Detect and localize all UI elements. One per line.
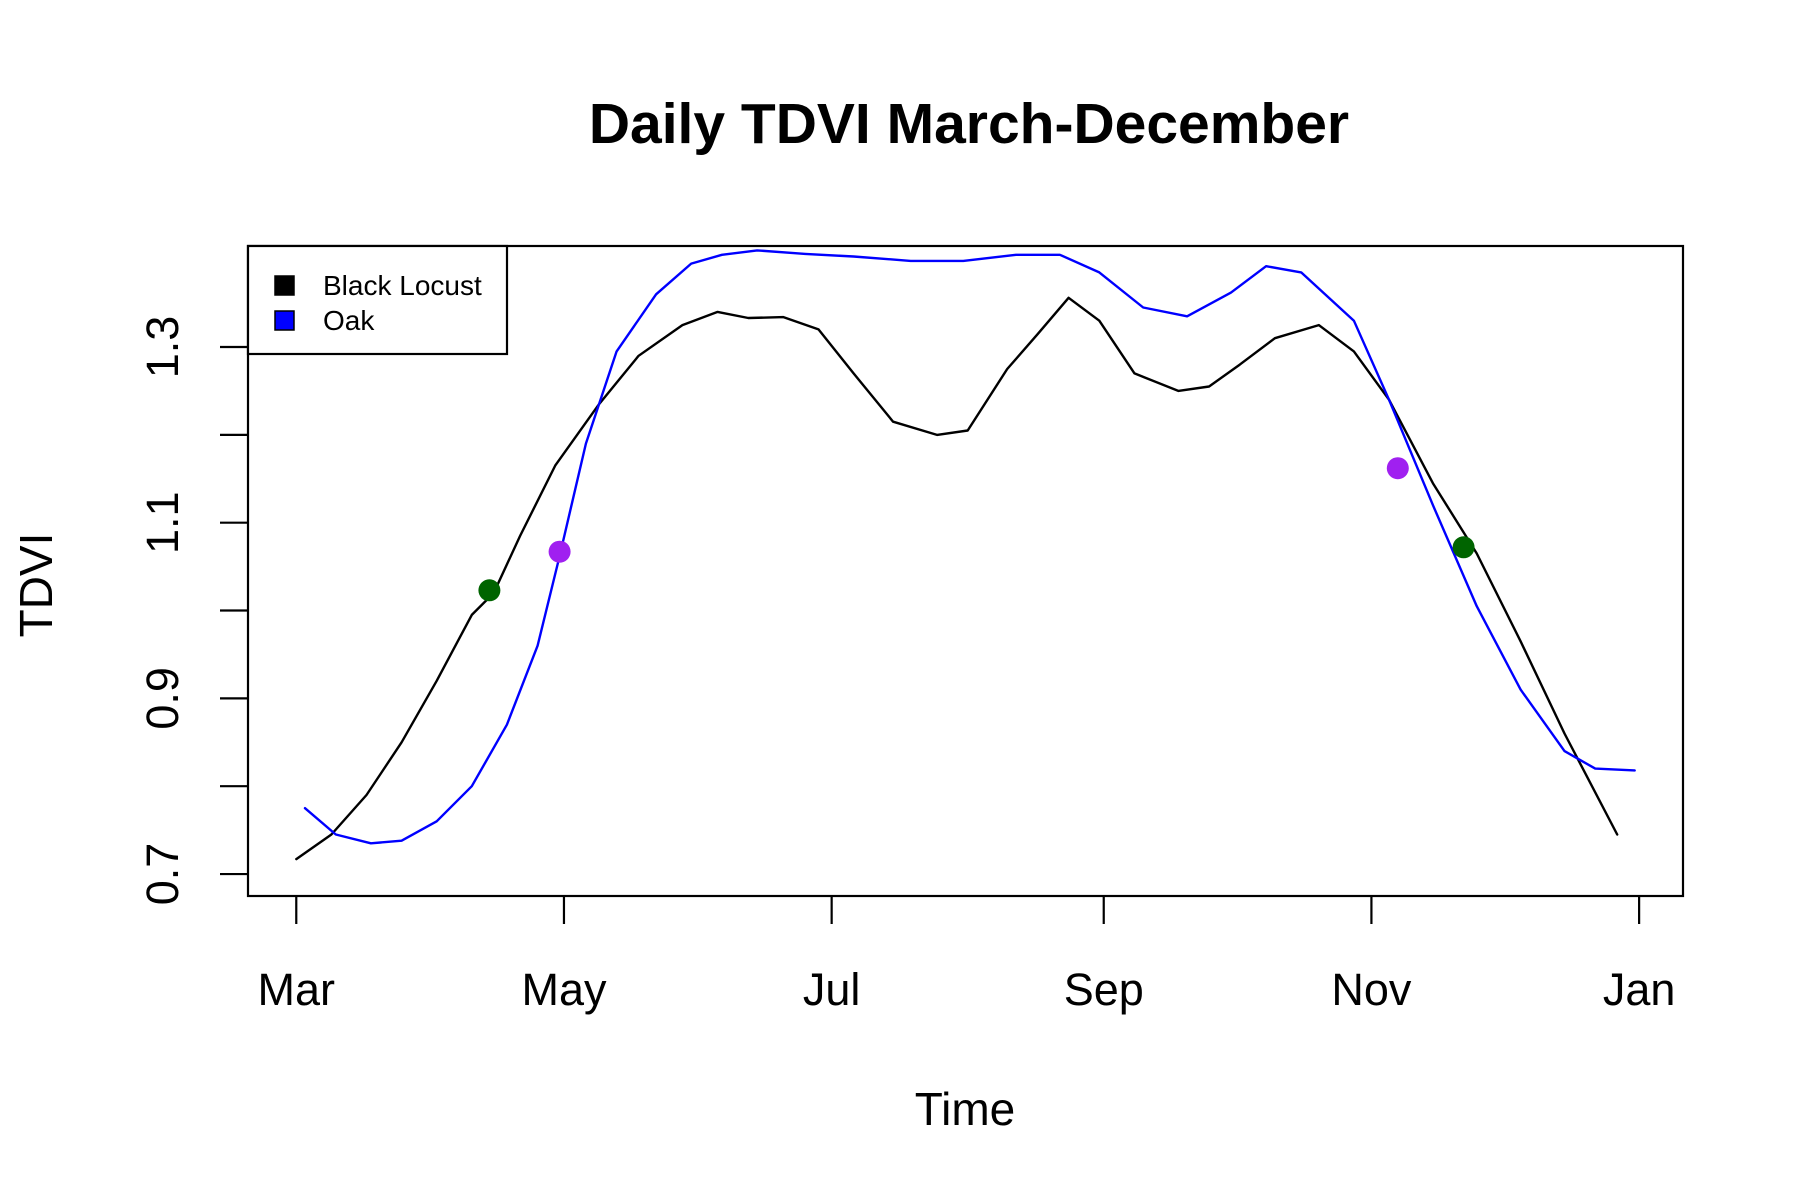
legend: Black Locust Oak	[246, 244, 509, 356]
plot-area	[246, 244, 1685, 898]
chart-title: Daily TDVI March-December	[589, 92, 1349, 156]
marker-point-1	[478, 579, 501, 602]
series-line-oak	[303, 249, 1636, 845]
y-tick-label-0-9: 0.9	[137, 667, 188, 730]
legend-label-black-locust: Black Locust	[323, 270, 482, 301]
marker-point-3	[1386, 457, 1409, 480]
plot-frame	[246, 244, 1685, 898]
y-axis: 0.7 0.9 1.1 1.3	[137, 316, 248, 906]
marker-point-2	[548, 540, 571, 563]
legend-swatch-oak	[274, 310, 295, 331]
x-tick-label-sep: Sep	[1064, 964, 1144, 1015]
x-tick-label-may: May	[521, 964, 607, 1015]
x-tick-label-mar: Mar	[258, 964, 336, 1015]
marker-point-4	[1452, 536, 1475, 559]
y-tick-label-1-3: 1.3	[137, 316, 188, 379]
y-axis-label: TDVI	[10, 533, 62, 638]
x-axis: Mar May Jul Sep Nov Jan	[258, 896, 1676, 1015]
x-tick-label-nov: Nov	[1331, 964, 1412, 1015]
legend-label-oak: Oak	[323, 305, 375, 336]
y-tick-label-0-7: 0.7	[137, 843, 188, 906]
legend-box	[246, 244, 509, 356]
x-tick-label-jul: Jul	[803, 964, 861, 1015]
marker-layer	[478, 457, 1475, 602]
series-line-black-locust	[295, 296, 1619, 861]
legend-swatch-black-locust	[274, 275, 295, 296]
y-tick-label-1-1: 1.1	[137, 491, 188, 554]
x-tick-label-jan: Jan	[1603, 964, 1676, 1015]
x-axis-label: Time	[915, 1083, 1016, 1135]
